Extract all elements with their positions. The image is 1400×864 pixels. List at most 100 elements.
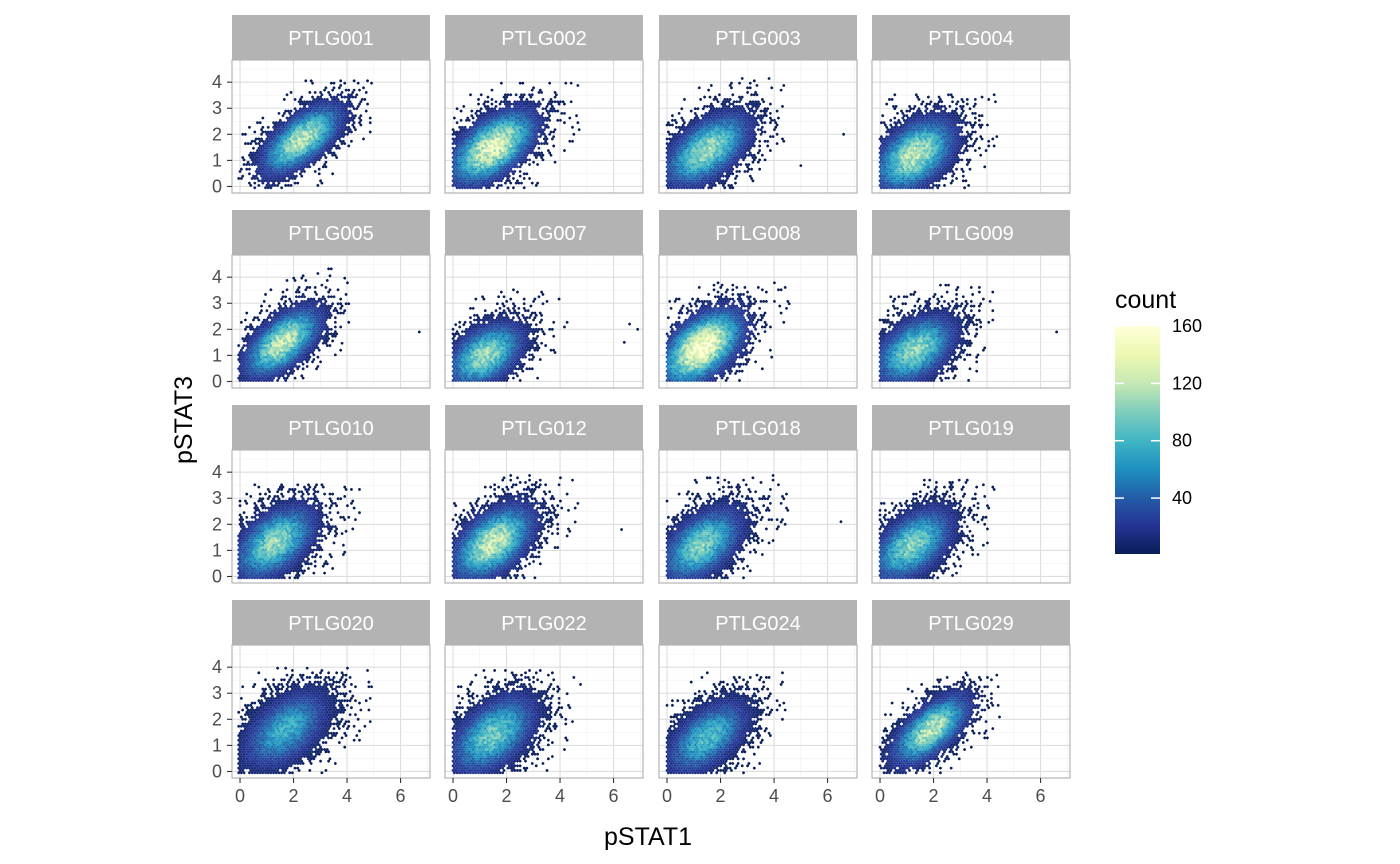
hex-cell [755, 121, 759, 125]
hex-cell [905, 179, 909, 183]
hex-cell [881, 160, 885, 164]
hex-cell [944, 149, 948, 153]
hex-cell [309, 348, 313, 352]
hex-cell [932, 104, 936, 108]
hex-cell [273, 364, 277, 369]
hex-cell [916, 174, 919, 178]
hex-cell [752, 125, 756, 129]
hex-cell [299, 116, 302, 120]
hex-cell [905, 146, 909, 150]
hex-cell [335, 109, 339, 113]
hex-cell [348, 100, 352, 104]
hex-cell [469, 144, 472, 148]
hex-cell [463, 153, 467, 157]
hex-cell [338, 128, 341, 132]
hex-cell [743, 137, 747, 141]
hex-cell [343, 123, 347, 127]
hex-cell [312, 116, 316, 120]
hex-cell [542, 128, 546, 132]
hex-cell [701, 107, 705, 111]
hex-cell [951, 165, 954, 169]
hex-cell [935, 183, 938, 188]
hex-cell [352, 121, 356, 125]
hex-cell [474, 186, 478, 190]
hex-cell [898, 149, 902, 153]
hex-cell [722, 151, 725, 155]
hex-cell [300, 123, 304, 127]
hex-cell [513, 114, 517, 118]
hex-cell [269, 339, 273, 343]
hex-cell [892, 174, 895, 178]
hex-cell [336, 130, 340, 134]
hex-cell [481, 137, 484, 141]
hex-cell [477, 130, 480, 134]
hex-cell [277, 353, 281, 357]
hex-cell [893, 149, 897, 153]
hex-cell [291, 167, 294, 171]
hex-cell [305, 114, 309, 118]
hex-cell [522, 176, 526, 181]
hex-cell [530, 107, 534, 111]
hex-cell [724, 179, 728, 183]
hex-cell [312, 97, 316, 101]
hex-cell [700, 123, 704, 127]
hex-cell [474, 125, 478, 129]
hex-cell [724, 118, 728, 122]
hex-cell [300, 109, 304, 113]
hex-cell [513, 156, 517, 160]
hex-cell [553, 109, 557, 113]
hex-cell [968, 135, 972, 139]
hex-cell [295, 118, 298, 122]
hex-cell [292, 327, 296, 331]
hex-cell [709, 181, 713, 185]
hex-cell [708, 142, 712, 146]
hex-cell [501, 162, 505, 167]
hex-cell [291, 144, 294, 148]
hex-cell [552, 144, 556, 148]
hex-cell [953, 114, 957, 118]
hex-cell [493, 125, 496, 129]
hex-cell [880, 186, 883, 190]
hex-cell [709, 83, 713, 88]
hex-cell [323, 130, 326, 134]
hex-cell [257, 179, 261, 183]
hexbin-layer [451, 81, 581, 190]
hex-cell [889, 179, 893, 183]
hex-cell [520, 125, 523, 129]
hex-cell [292, 160, 296, 164]
hex-cell [466, 116, 470, 120]
hex-cell [739, 162, 743, 167]
hex-cell [890, 158, 894, 162]
hex-cell [517, 121, 521, 125]
hex-cell [268, 174, 271, 178]
hex-cell [495, 144, 499, 148]
hex-cell [334, 111, 337, 115]
hex-cell [325, 339, 329, 343]
hex-cell [467, 128, 471, 132]
hex-cell [905, 123, 909, 127]
hex-cell [961, 179, 965, 183]
hex-cell [265, 346, 269, 350]
hex-cell [470, 132, 474, 136]
hex-cell [316, 146, 320, 150]
hex-cell [331, 339, 334, 343]
hex-cell [497, 142, 501, 146]
hex-cell [316, 118, 320, 122]
hex-cell [455, 181, 459, 185]
hex-cell [697, 132, 701, 136]
hex-cell [672, 139, 676, 143]
hex-cell [909, 149, 913, 153]
hex-cell [289, 360, 293, 364]
hex-cell [537, 118, 541, 122]
hex-cell [455, 153, 459, 157]
hex-cell [486, 169, 490, 174]
hex-cell [254, 137, 258, 141]
hex-cell [736, 125, 740, 129]
hex-cell [894, 169, 898, 174]
hex-cell [481, 128, 484, 132]
hex-cell [959, 151, 962, 155]
hex-cell [528, 102, 531, 106]
hex-cell [477, 149, 480, 153]
hex-cell [276, 174, 279, 178]
hex-cell [319, 132, 322, 136]
